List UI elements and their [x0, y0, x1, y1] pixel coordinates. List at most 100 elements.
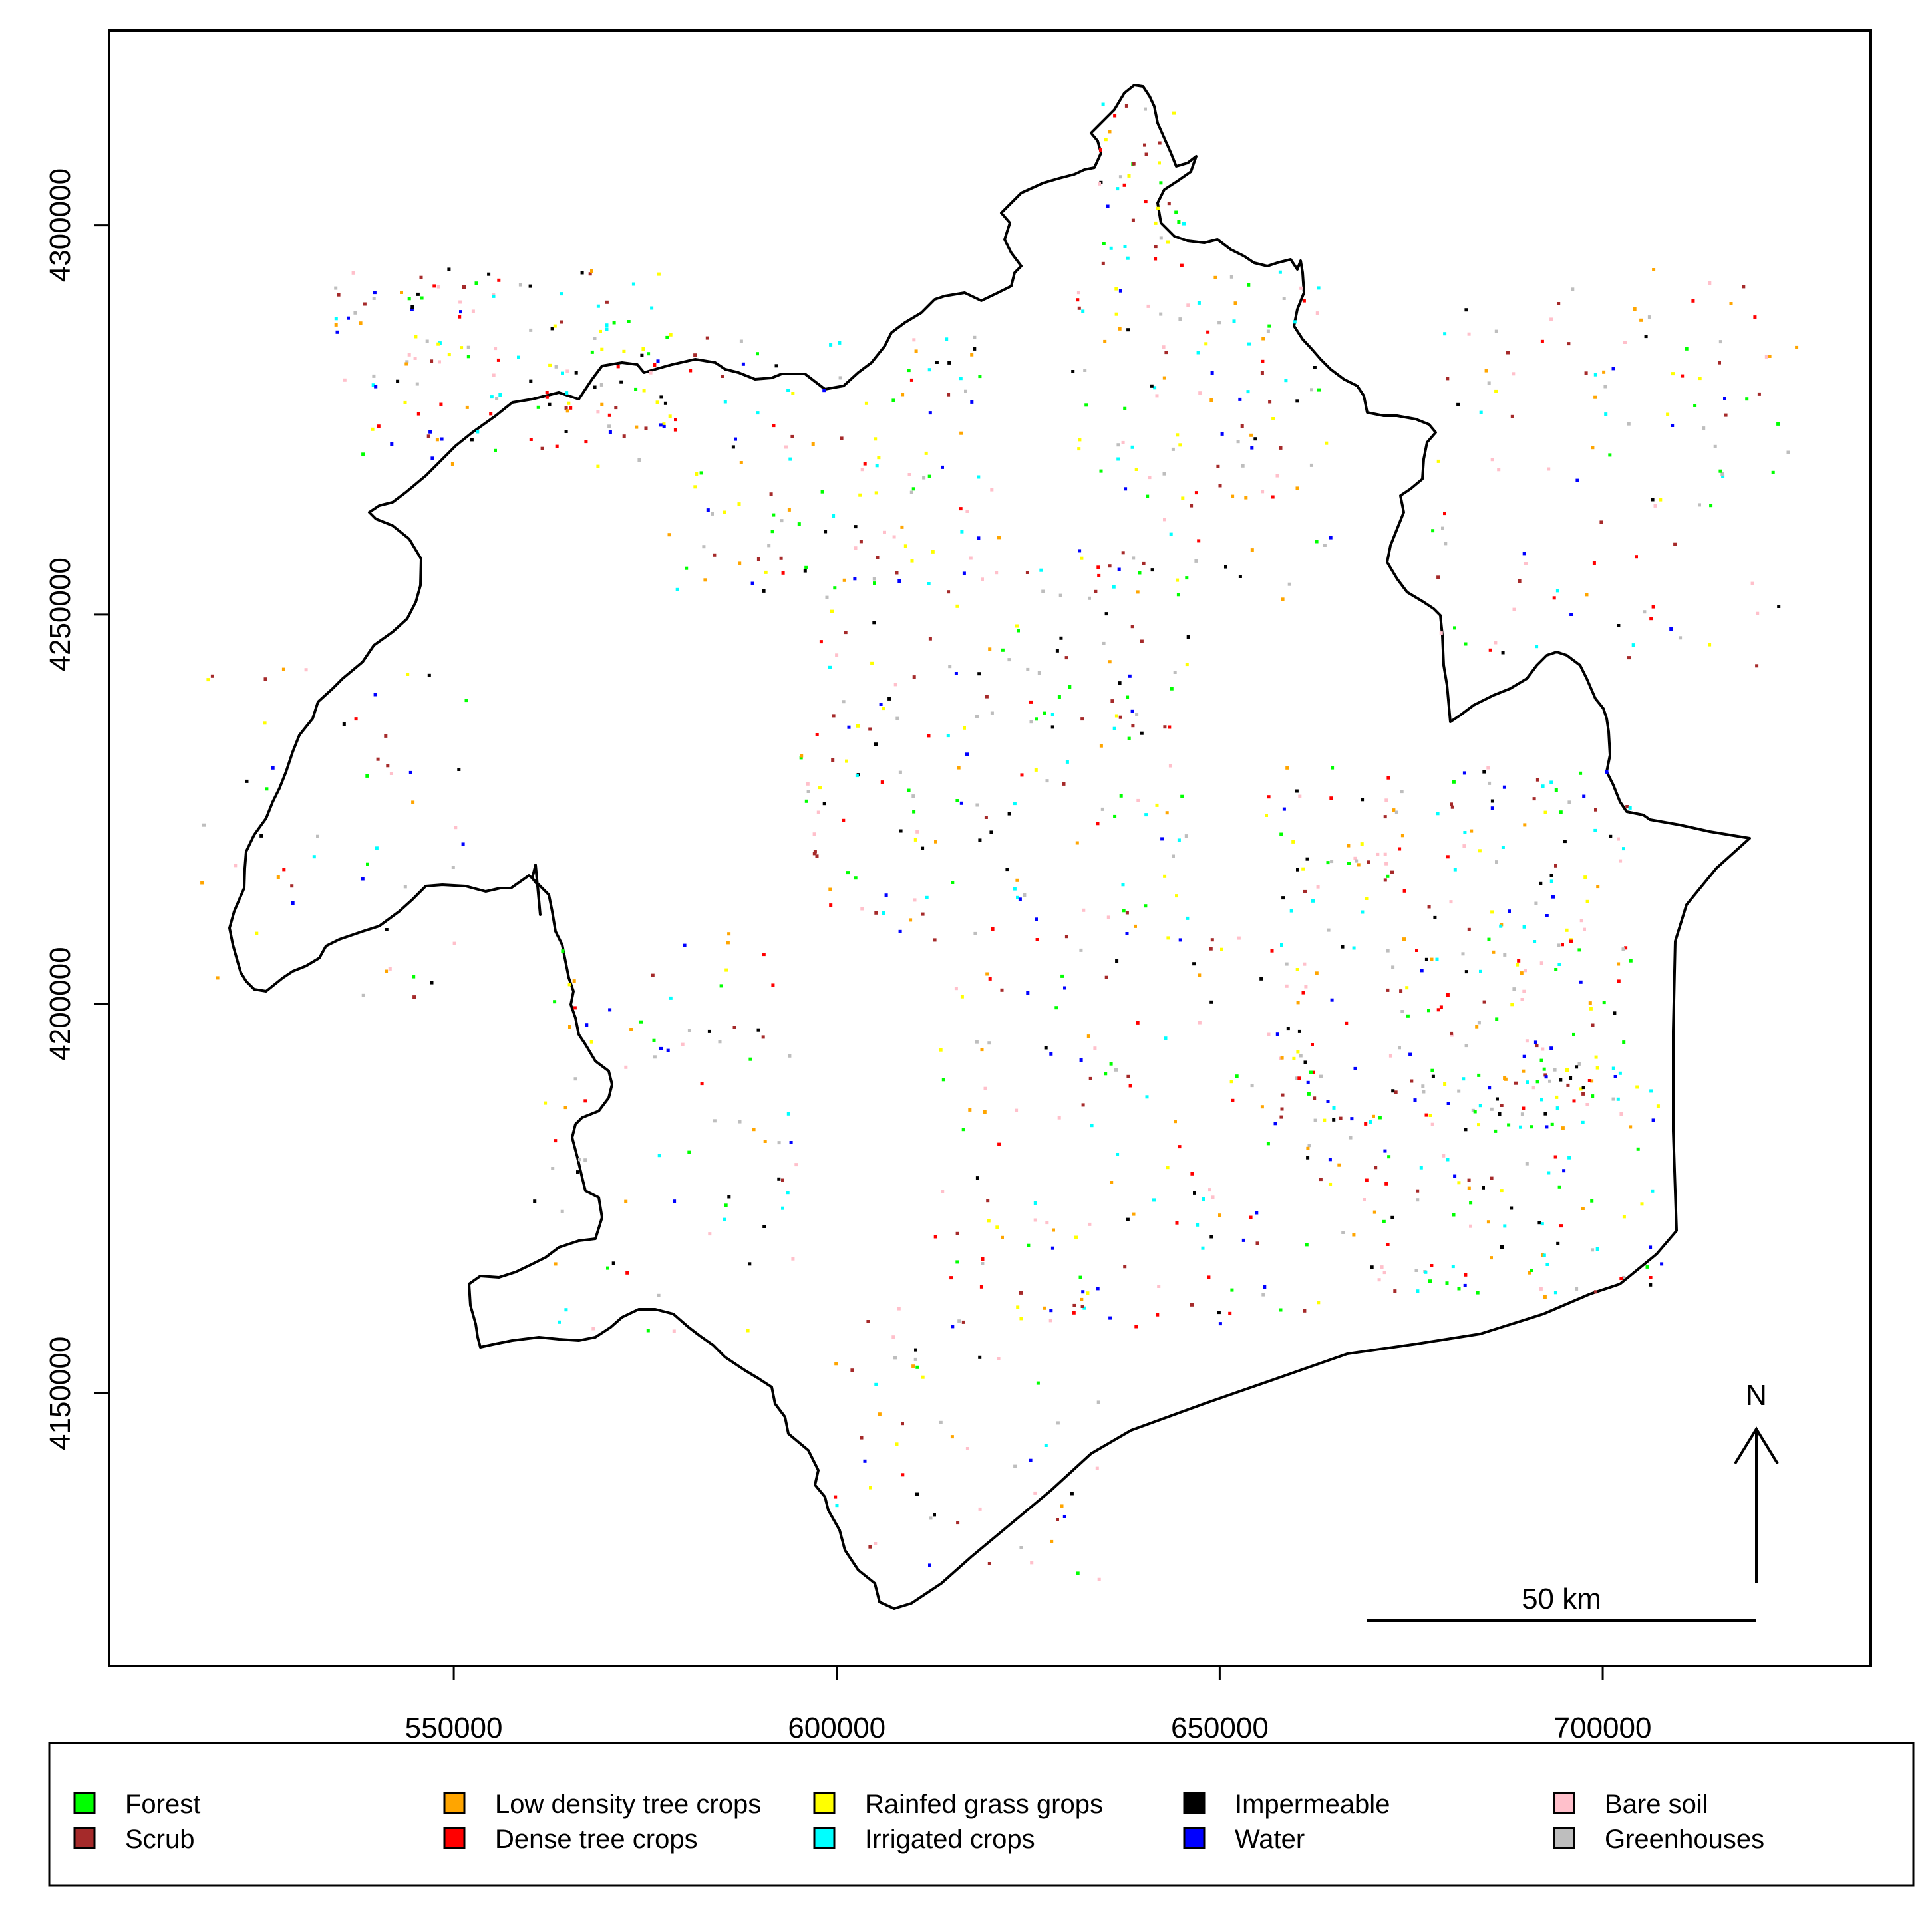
land-use-point — [954, 672, 958, 675]
land-use-point — [1553, 1155, 1557, 1159]
land-use-point — [1270, 949, 1274, 953]
land-use-point — [1163, 874, 1167, 878]
land-use-point — [988, 977, 992, 981]
land-use-point — [1436, 575, 1440, 579]
land-use-point — [1150, 384, 1154, 388]
land-use-point — [1584, 371, 1588, 375]
land-use-point — [1549, 317, 1553, 321]
land-use-point — [891, 398, 895, 402]
land-use-point — [255, 931, 259, 935]
land-use-point — [650, 306, 654, 310]
land-use-point — [1309, 463, 1313, 467]
land-use-point — [1482, 1186, 1485, 1190]
land-use-point — [899, 829, 903, 833]
land-use-point — [1096, 565, 1100, 569]
land-use-point — [406, 673, 410, 676]
land-use-point — [1593, 828, 1597, 832]
land-use-point — [271, 766, 275, 770]
land-use-point — [529, 379, 533, 383]
land-use-point — [206, 678, 210, 682]
land-use-point — [978, 1507, 982, 1511]
land-use-point — [1709, 504, 1713, 508]
land-use-point — [756, 557, 760, 561]
land-use-point — [1512, 607, 1516, 611]
land-use-point — [1651, 1189, 1655, 1193]
land-use-point — [806, 782, 810, 786]
land-use-point — [1671, 372, 1675, 376]
land-use-point — [1029, 720, 1033, 724]
land-use-point — [1329, 1182, 1333, 1186]
land-use-point — [1172, 854, 1175, 858]
land-use-point — [1621, 947, 1625, 951]
land-use-point — [995, 1225, 999, 1229]
land-use-point — [1145, 1095, 1149, 1099]
land-use-point — [1048, 1319, 1052, 1323]
land-use-point — [1128, 674, 1132, 678]
land-use-point — [1795, 345, 1799, 349]
land-use-point — [1033, 1218, 1037, 1222]
land-use-point — [891, 1335, 895, 1339]
land-use-point — [440, 437, 444, 441]
land-use-point — [1575, 1065, 1579, 1069]
land-use-point — [1099, 469, 1103, 473]
land-use-point — [1209, 1235, 1213, 1239]
land-use-point — [933, 1235, 937, 1239]
land-use-point — [1673, 542, 1677, 546]
land-use-point — [1443, 332, 1447, 336]
land-use-point — [909, 378, 913, 382]
land-use-point — [723, 400, 727, 404]
land-use-point — [1627, 422, 1631, 426]
land-use-point — [1176, 433, 1180, 437]
x-tick-label: 600000 — [788, 1712, 886, 1744]
land-use-point — [903, 544, 907, 548]
land-use-point — [1671, 424, 1675, 427]
land-use-point — [1713, 444, 1717, 448]
land-use-point — [560, 320, 564, 324]
land-use-point — [1624, 946, 1628, 950]
land-use-point — [1666, 412, 1670, 416]
land-use-point — [1101, 102, 1105, 106]
land-use-point — [1076, 1571, 1080, 1575]
land-use-point — [1246, 390, 1250, 394]
land-use-point — [576, 1170, 579, 1174]
land-use-point — [1267, 324, 1271, 328]
land-use-point — [1502, 785, 1506, 789]
land-use-point — [1080, 1297, 1084, 1301]
land-use-point — [1249, 433, 1253, 437]
land-use-point — [1162, 345, 1166, 349]
land-use-point — [1757, 392, 1761, 396]
land-use-point — [1463, 1283, 1467, 1287]
land-use-point — [1175, 1221, 1179, 1225]
land-use-point — [316, 834, 319, 838]
land-use-point — [436, 342, 440, 346]
land-use-point — [1159, 181, 1163, 185]
land-use-point — [373, 291, 377, 295]
land-use-point — [1081, 309, 1085, 313]
land-use-point — [1649, 1089, 1653, 1093]
land-use-point — [403, 885, 407, 889]
land-use-point — [965, 752, 969, 756]
land-use-point — [762, 953, 766, 957]
land-use-point — [1548, 1079, 1551, 1083]
land-use-point — [1500, 1189, 1504, 1193]
land-use-point — [432, 284, 436, 288]
land-use-point — [1078, 549, 1082, 553]
land-use-point — [1490, 910, 1494, 914]
land-use-point — [596, 410, 600, 414]
land-use-point — [748, 1057, 752, 1061]
land-use-point — [1143, 143, 1146, 147]
land-use-point — [987, 1562, 991, 1565]
land-use-point — [1198, 973, 1202, 977]
land-use-point — [375, 846, 379, 850]
land-use-point — [1072, 1303, 1076, 1307]
land-use-point — [1303, 962, 1307, 966]
land-use-point — [977, 536, 981, 540]
land-use-point — [1084, 403, 1088, 407]
land-use-point — [259, 834, 263, 838]
land-use-point — [565, 369, 569, 373]
land-use-point — [494, 347, 498, 351]
land-use-point — [718, 1040, 722, 1044]
land-use-point — [1525, 1039, 1529, 1043]
land-use-point — [910, 559, 914, 563]
land-use-point — [1132, 1212, 1136, 1216]
